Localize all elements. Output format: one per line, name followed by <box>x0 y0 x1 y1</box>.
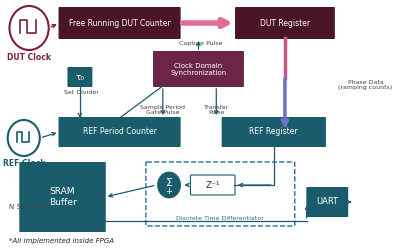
Text: UART: UART <box>316 198 339 206</box>
Text: +: + <box>166 186 173 196</box>
FancyBboxPatch shape <box>58 117 181 147</box>
Text: τ₀: τ₀ <box>75 72 85 82</box>
Text: Clock Domain
Synchronization: Clock Domain Synchronization <box>170 62 227 76</box>
Text: DUT Clock: DUT Clock <box>7 54 51 62</box>
Text: DUT Register: DUT Register <box>260 18 310 28</box>
Text: Sample Period
Gate Pulse: Sample Period Gate Pulse <box>140 104 185 116</box>
FancyBboxPatch shape <box>58 7 181 39</box>
FancyBboxPatch shape <box>153 51 244 87</box>
Text: SRAM
Buffer: SRAM Buffer <box>49 187 76 207</box>
FancyBboxPatch shape <box>68 67 92 87</box>
FancyBboxPatch shape <box>222 117 326 147</box>
Text: REF Register: REF Register <box>250 128 298 136</box>
Text: Discrete Time Differentiator: Discrete Time Differentiator <box>177 216 264 222</box>
Text: Z⁻¹: Z⁻¹ <box>205 180 220 190</box>
FancyBboxPatch shape <box>190 175 235 195</box>
Text: *All implemented inside FPGA: *All implemented inside FPGA <box>9 238 114 244</box>
Text: Set Divider: Set Divider <box>64 90 99 94</box>
Text: Free Running DUT Counter: Free Running DUT Counter <box>69 18 170 28</box>
Text: Σ: Σ <box>166 178 173 188</box>
FancyBboxPatch shape <box>307 187 348 217</box>
FancyBboxPatch shape <box>19 162 106 232</box>
Text: Phase Data
(ramping counts): Phase Data (ramping counts) <box>339 80 393 90</box>
Circle shape <box>156 171 182 199</box>
Text: Capture Pulse: Capture Pulse <box>179 42 222 46</box>
Text: REF Clock: REF Clock <box>2 160 45 168</box>
Text: N Samples: N Samples <box>9 204 46 210</box>
Text: REF Period Counter: REF Period Counter <box>83 128 156 136</box>
Text: Transfer
Pulse: Transfer Pulse <box>203 104 229 116</box>
FancyBboxPatch shape <box>235 7 335 39</box>
